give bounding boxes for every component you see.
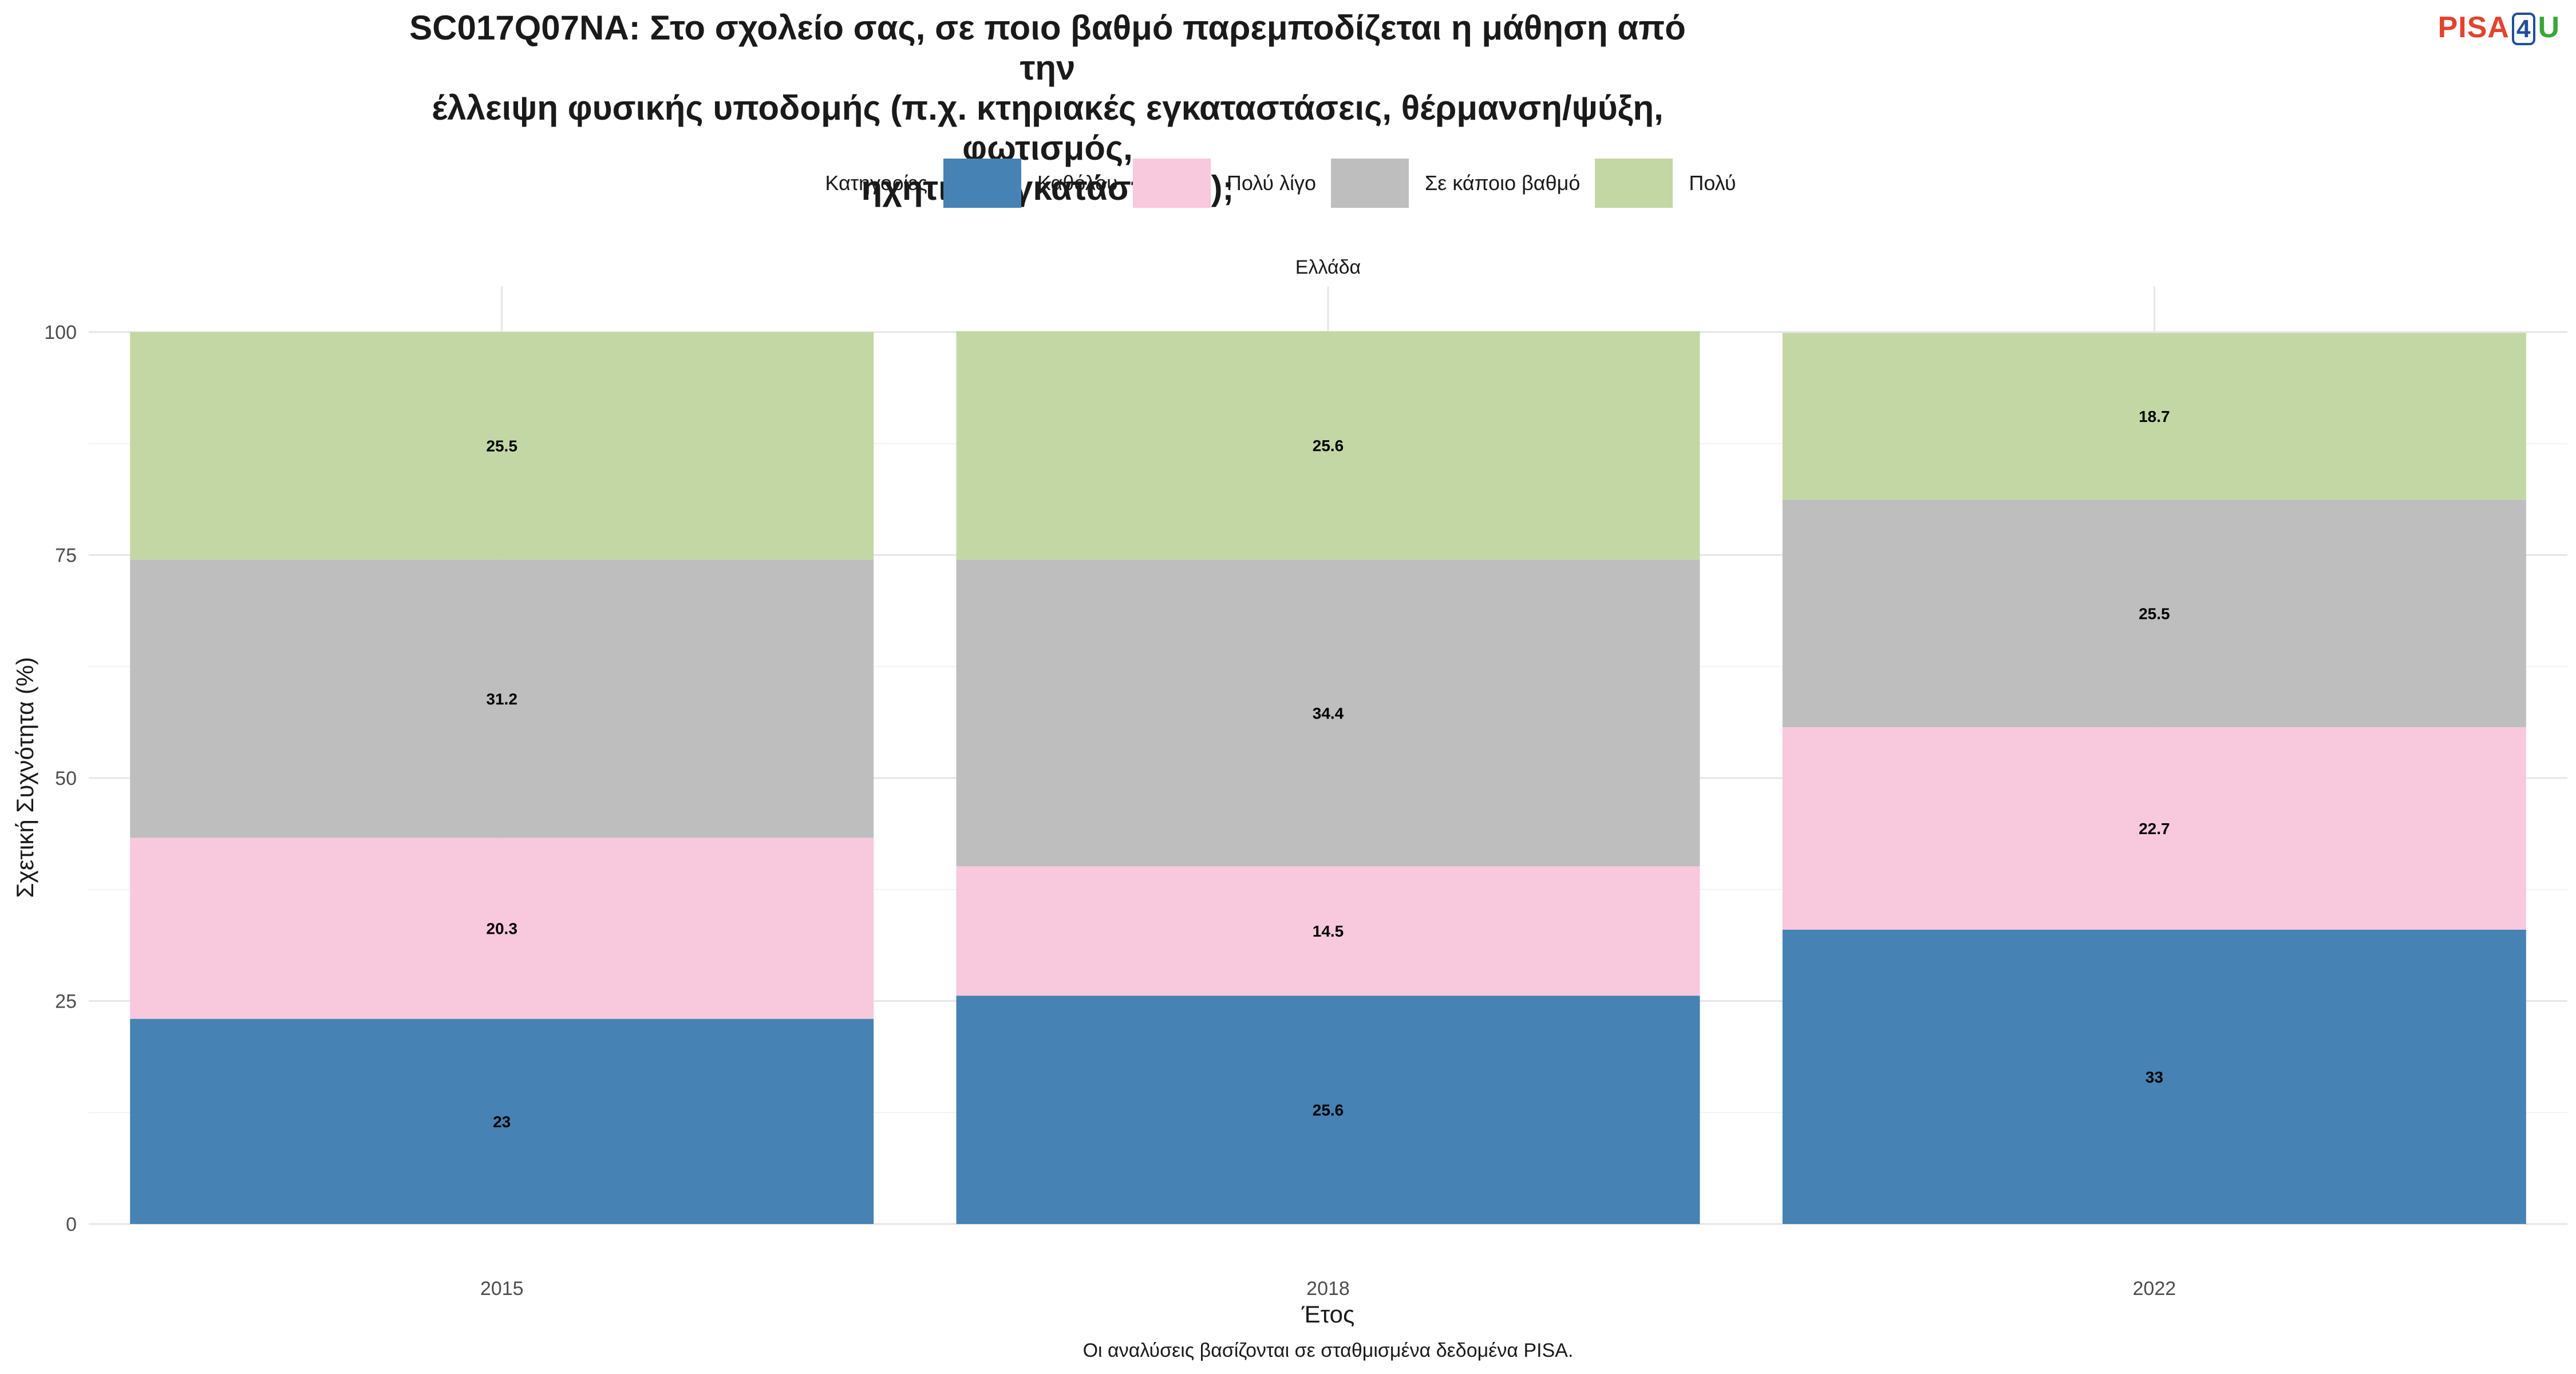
data-label-2022-1: 22.7 xyxy=(2139,820,2170,838)
chart-title: SC017Q07NA: Στο σχολείο σας, σε ποιο βαθ… xyxy=(401,8,1694,208)
data-label-2015-3: 25.5 xyxy=(486,437,517,455)
bar-2018-2 xyxy=(956,559,1700,867)
bar-2022-2 xyxy=(1782,499,2526,728)
legend-swatch-3 xyxy=(1595,159,1673,208)
legend-swatch-2 xyxy=(1331,159,1409,208)
legend-title: Κατηγορίες xyxy=(825,171,927,195)
data-label-2018-1: 14.5 xyxy=(1313,922,1344,940)
bar-2018-1 xyxy=(956,866,1700,996)
legend-swatch-1 xyxy=(1132,159,1211,208)
legend-swatch-0 xyxy=(943,159,1021,208)
legend-item-3: Πολύ xyxy=(1595,159,1736,208)
bar-2018-3 xyxy=(956,331,1700,560)
y-tick-label: 50 xyxy=(55,768,77,789)
bar-2018-0 xyxy=(956,996,1700,1224)
data-label-2022-0: 33 xyxy=(2146,1068,2163,1086)
y-tick-label: 100 xyxy=(44,322,77,344)
y-axis-label: Σχετική Συχνότητα (%) xyxy=(11,657,38,898)
bar-2022-1 xyxy=(1782,727,2526,930)
legend-item-2: Σε κάποιο βαθμό xyxy=(1331,159,1580,208)
x-axis-label: Έτος xyxy=(1301,1301,1355,1328)
chart-title-line-1: SC017Q07NA: Στο σχολείο σας, σε ποιο βαθ… xyxy=(409,9,1686,87)
legend-label-3: Πολύ xyxy=(1689,171,1736,195)
y-tick-label: 75 xyxy=(55,545,77,567)
bar-2022-0 xyxy=(1782,929,2526,1224)
pisa4u-logo: PISA 4 U xyxy=(2437,11,2560,45)
legend-label-0: Καθόλου xyxy=(1037,171,1118,195)
data-label-2018-2: 34.4 xyxy=(1313,704,1344,722)
bar-2015-2 xyxy=(130,559,874,838)
legend-item-1: Πολύ λίγο xyxy=(1132,159,1317,208)
legend-item-0: Καθόλου xyxy=(943,159,1118,208)
legend: Κατηγορίες Καθόλου Πολύ λίγο Σε κάποιο βαθ… xyxy=(0,157,2576,209)
x-tick-label: 2022 xyxy=(2133,1278,2176,1300)
bar-2015-0 xyxy=(130,1018,874,1224)
data-label-2015-2: 31.2 xyxy=(486,690,517,708)
x-tick-label: 2018 xyxy=(1306,1278,1350,1300)
data-label-2015-0: 23 xyxy=(493,1113,511,1131)
bar-2015-1 xyxy=(130,838,874,1019)
data-label-2015-1: 20.3 xyxy=(486,920,517,938)
bar-2015-3 xyxy=(130,332,874,560)
data-label-2022-2: 25.5 xyxy=(2139,605,2170,623)
caption: Οι αναλύσεις βασίζονται σε σταθμισμένα δ… xyxy=(1082,1340,1574,1361)
legend-label-1: Πολύ λίγο xyxy=(1226,171,1317,195)
y-tick-label: 25 xyxy=(55,991,77,1013)
data-label-2022-3: 18.7 xyxy=(2139,408,2170,425)
chart-title-line-2: έλλειψη φυσικής υποδομής (π.χ. κτηριακές… xyxy=(432,89,1664,167)
legend-label-2: Σε κάποιο βαθμό xyxy=(1425,171,1581,195)
data-label-2018-3: 25.6 xyxy=(1313,437,1344,455)
y-tick-label: 0 xyxy=(66,1214,77,1235)
facet-label: Ελλάδα xyxy=(1295,256,1361,278)
x-tick-label: 2015 xyxy=(480,1278,524,1300)
bar-2022-3 xyxy=(1782,333,2526,500)
data-label-2018-0: 25.6 xyxy=(1313,1101,1344,1119)
